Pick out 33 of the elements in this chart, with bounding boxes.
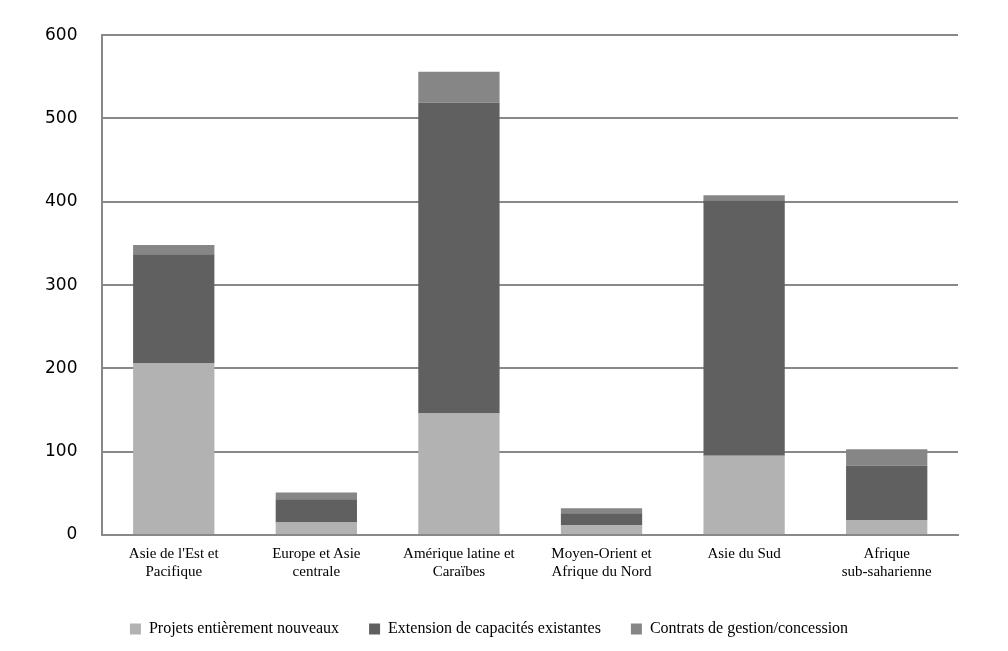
bar <box>275 492 357 500</box>
bar <box>703 200 785 456</box>
bar <box>418 413 500 534</box>
y-tick-label: 300 <box>44 273 78 294</box>
y-tick-label: 200 <box>44 356 78 377</box>
bar <box>133 245 215 255</box>
y-tick-label: 100 <box>44 440 78 461</box>
y-tick-label: 400 <box>44 190 78 211</box>
bar <box>846 465 928 521</box>
bar <box>275 499 357 523</box>
y-tick-label: 600 <box>44 23 78 44</box>
legend-label: Projets entièrement nouveaux <box>148 619 340 638</box>
bar <box>703 455 785 534</box>
legend-label: Extension de capacités existantes <box>388 619 601 638</box>
x-tick-label: Afrique sub-saharienne <box>841 544 933 579</box>
x-tick-label: Asie du Sud <box>707 544 782 561</box>
bar <box>560 508 643 514</box>
bar <box>560 513 643 525</box>
legend-label: Contrats de gestion/concession <box>649 619 849 638</box>
y-tick-label: 0 <box>66 523 78 544</box>
x-tick-label: Asie de l'Est et Pacifique <box>128 544 220 579</box>
x-tick-label: Moyen-Orient et Afrique du Nord <box>551 544 653 579</box>
bar <box>418 71 500 103</box>
bar <box>846 520 928 534</box>
bar <box>133 254 215 364</box>
x-tick-label: Europe et Asie centrale <box>272 544 361 579</box>
bar <box>133 363 215 534</box>
x-tick-label: Amérique latine et Caraïbes <box>403 544 516 579</box>
bar <box>703 195 785 201</box>
bar <box>275 522 357 534</box>
bar <box>560 525 643 534</box>
bar <box>418 102 500 414</box>
y-tick-label: 500 <box>44 106 78 127</box>
